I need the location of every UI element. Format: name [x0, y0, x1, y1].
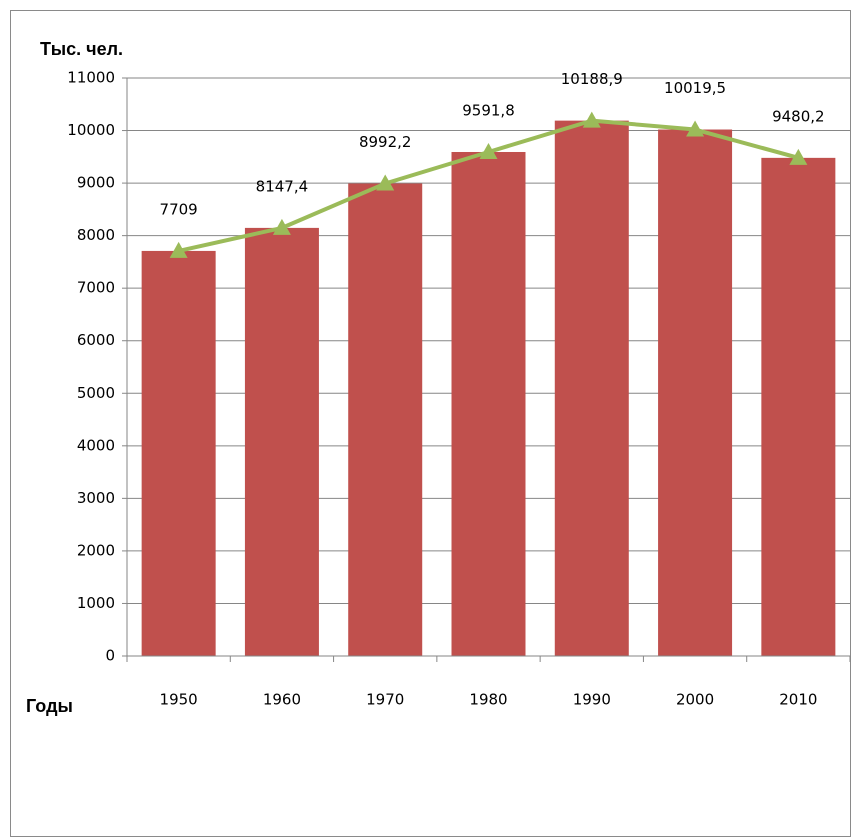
y-tick-label: 3000 [77, 489, 115, 507]
x-tick-label: 2010 [779, 691, 817, 709]
bar [451, 151, 526, 656]
data-label: 7709 [160, 200, 198, 218]
y-tick-label: 1000 [77, 594, 115, 612]
x-tick-label: 1970 [366, 691, 404, 709]
bar [244, 227, 319, 656]
bar [141, 250, 216, 656]
marker [479, 142, 498, 159]
marker [686, 120, 705, 137]
marker [582, 111, 601, 128]
y-tick-label: 5000 [77, 384, 115, 402]
bar [658, 129, 733, 656]
marker [169, 241, 188, 258]
y-tick-label: 11000 [67, 69, 115, 87]
x-tick-label: 1950 [160, 691, 198, 709]
bar [554, 120, 629, 656]
x-tick-label: 1990 [573, 691, 611, 709]
y-tick-label: 8000 [77, 226, 115, 244]
y-tick-label: 0 [105, 647, 115, 665]
bar [348, 183, 423, 656]
data-label: 8992,2 [359, 133, 412, 151]
y-axis-label: Тыс. чел. [40, 39, 123, 59]
y-tick-label: 6000 [77, 331, 115, 349]
y-tick-label: 9000 [77, 174, 115, 192]
y-tick-label: 10000 [67, 121, 115, 139]
x-tick-label: 1980 [469, 691, 507, 709]
x-tick-label: 1960 [263, 691, 301, 709]
x-tick-label: 2000 [676, 691, 714, 709]
marker [376, 174, 395, 191]
marker [272, 218, 291, 235]
data-label: 9591,8 [462, 101, 515, 119]
x-axis-label: Годы [26, 696, 73, 716]
y-tick-label: 2000 [77, 541, 115, 559]
data-label: 9480,2 [772, 107, 825, 125]
data-label: 8147,4 [256, 177, 309, 195]
y-tick-label: 4000 [77, 436, 115, 454]
data-label: 10019,5 [664, 79, 726, 97]
bar [761, 157, 836, 656]
y-tick-label: 7000 [77, 279, 115, 297]
data-label: 10188,9 [561, 70, 623, 88]
marker [789, 148, 808, 165]
